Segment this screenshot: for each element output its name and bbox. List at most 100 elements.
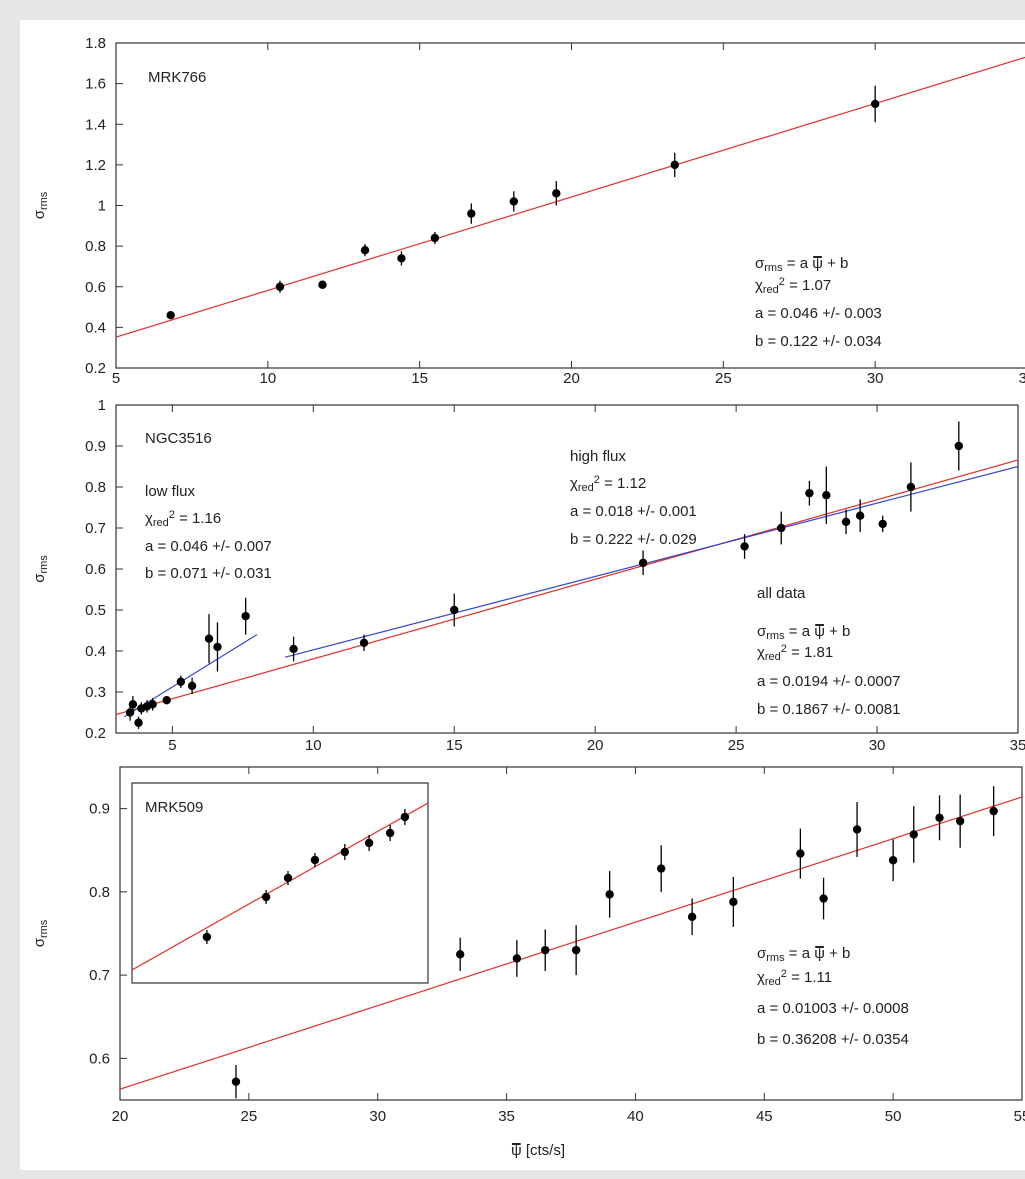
data-point (385, 828, 395, 838)
data-point (552, 189, 561, 198)
data-point (796, 849, 805, 858)
annotation: σrms = a ψ + b (755, 255, 848, 274)
x-axis-label: ψ [cts/s] (511, 1142, 565, 1159)
data-point (571, 945, 581, 955)
fit-line (132, 802, 428, 971)
data-point (509, 197, 519, 206)
y-tick-label: 0.5 (85, 602, 106, 619)
data-point (231, 1077, 241, 1086)
annotation: a = 0.018 +/- 0.001 (570, 503, 697, 520)
plot-marks (132, 802, 428, 971)
subscript: red (578, 482, 594, 494)
annotation: MRK509 (145, 799, 203, 816)
text-run: NGC3516 (145, 430, 212, 447)
plot-marks (116, 421, 1018, 729)
data-point (740, 542, 749, 551)
x-tick-label: 35 (1010, 737, 1025, 754)
plot-frame (131, 782, 429, 984)
data-point (657, 864, 666, 873)
data-point (359, 638, 369, 647)
text-run: σ (31, 937, 48, 947)
x-tick-label: 50 (885, 1108, 902, 1125)
x-tick-label: 10 (259, 370, 276, 387)
data-point (909, 830, 918, 839)
text-run: b = 0.222 +/- 0.029 (570, 531, 697, 548)
text-run: a = 0.018 +/- 0.001 (570, 503, 697, 520)
y-tick-label: 0.9 (89, 801, 110, 818)
text-run: a = 0.046 +/- 0.007 (145, 538, 272, 555)
data-point (777, 523, 786, 533)
text-run: high flux (570, 448, 626, 465)
text-run: a = 0.046 +/- 0.003 (755, 305, 882, 322)
data-point (852, 825, 862, 834)
data-point (870, 99, 880, 109)
annotation: b = 0.071 +/- 0.031 (145, 565, 272, 582)
subscript: rms (766, 630, 785, 642)
data-point (450, 605, 459, 615)
data-point (888, 856, 898, 865)
x-tick-label: 55 (1014, 1108, 1025, 1125)
subscript: red (763, 284, 779, 296)
plot-marks (116, 56, 1025, 338)
data-point (467, 209, 476, 218)
fit-line (116, 459, 1018, 716)
data-point (805, 488, 814, 498)
barred-symbol: ψ (814, 945, 825, 962)
data-point (855, 511, 865, 520)
subscript: rms (38, 191, 50, 210)
data-point (397, 254, 406, 263)
data-point (340, 847, 350, 857)
data-point (955, 816, 965, 826)
fit-line (284, 465, 1018, 658)
text-run: χ (145, 510, 153, 527)
text-run: χ (757, 969, 765, 986)
data-point (935, 813, 944, 822)
data-point (162, 696, 171, 705)
y-tick-label: 0.4 (85, 643, 106, 660)
y-tick-label: 0.8 (85, 238, 106, 255)
y-axis-label: σrms (31, 191, 50, 219)
data-point (605, 890, 614, 899)
superscript: 2 (781, 968, 787, 980)
data-point (134, 718, 143, 727)
x-tick-label: 30 (867, 370, 884, 387)
data-point (241, 611, 250, 621)
y-tick-label: 0.2 (85, 360, 106, 377)
text-run: σ (755, 255, 765, 272)
subscript: red (153, 517, 169, 529)
data-point (318, 280, 327, 289)
x-tick-label: 25 (241, 1108, 258, 1125)
annotation: b = 0.122 +/- 0.034 (755, 333, 882, 350)
x-tick-label: 5 (112, 370, 120, 387)
y-tick-label: 0.4 (85, 319, 106, 336)
y-tick-label: 0.8 (85, 479, 106, 496)
text-run: = 1.12 (600, 475, 646, 492)
annotation: MRK766 (148, 69, 206, 86)
subscript: rms (38, 555, 50, 574)
y-tick-label: 0.6 (85, 279, 106, 296)
superscript: 2 (779, 276, 785, 288)
data-point (455, 950, 465, 959)
annotation: a = 0.046 +/- 0.007 (145, 538, 272, 555)
data-point (213, 642, 222, 652)
annotation: a = 0.01003 +/- 0.0008 (757, 1000, 909, 1017)
data-point (822, 491, 831, 500)
x-tick-label: 15 (411, 370, 428, 387)
data-point (289, 644, 298, 654)
text-run: = 1.81 (787, 644, 833, 661)
text-run: = a (785, 623, 815, 640)
data-point (187, 681, 197, 691)
x-tick-label: 20 (112, 1108, 129, 1125)
text-run: + b (825, 623, 850, 640)
text-run: = 1.16 (175, 510, 221, 527)
text-run: b = 0.122 +/- 0.034 (755, 333, 882, 350)
subscript: rms (764, 262, 783, 274)
annotation: χred2 = 1.07 (755, 276, 831, 296)
data-point (878, 519, 887, 529)
data-point (512, 954, 522, 963)
text-run: all data (757, 585, 806, 602)
data-point (841, 517, 851, 527)
x-tick-label: 20 (563, 370, 580, 387)
text-run: b = 0.36208 +/- 0.0354 (757, 1031, 909, 1048)
text-run: σ (757, 945, 767, 962)
